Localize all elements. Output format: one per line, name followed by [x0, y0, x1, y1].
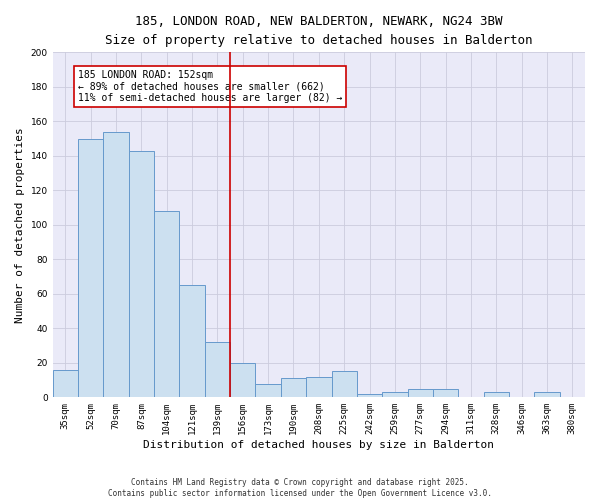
- X-axis label: Distribution of detached houses by size in Balderton: Distribution of detached houses by size …: [143, 440, 494, 450]
- Bar: [535, 392, 560, 398]
- Text: Contains HM Land Registry data © Crown copyright and database right 2025.
Contai: Contains HM Land Registry data © Crown c…: [108, 478, 492, 498]
- Bar: [205, 342, 230, 398]
- Bar: [382, 392, 407, 398]
- Bar: [357, 394, 382, 398]
- Bar: [230, 363, 256, 398]
- Bar: [281, 378, 306, 398]
- Bar: [332, 372, 357, 398]
- Bar: [53, 370, 78, 398]
- Text: 185 LONDON ROAD: 152sqm
← 89% of detached houses are smaller (662)
11% of semi-d: 185 LONDON ROAD: 152sqm ← 89% of detache…: [78, 70, 343, 103]
- Bar: [103, 132, 129, 398]
- Bar: [129, 150, 154, 398]
- Bar: [154, 211, 179, 398]
- Bar: [78, 138, 103, 398]
- Bar: [256, 384, 281, 398]
- Y-axis label: Number of detached properties: Number of detached properties: [15, 127, 25, 322]
- Bar: [306, 376, 332, 398]
- Bar: [433, 388, 458, 398]
- Bar: [484, 392, 509, 398]
- Bar: [407, 388, 433, 398]
- Bar: [179, 285, 205, 398]
- Title: 185, LONDON ROAD, NEW BALDERTON, NEWARK, NG24 3BW
Size of property relative to d: 185, LONDON ROAD, NEW BALDERTON, NEWARK,…: [105, 15, 533, 47]
